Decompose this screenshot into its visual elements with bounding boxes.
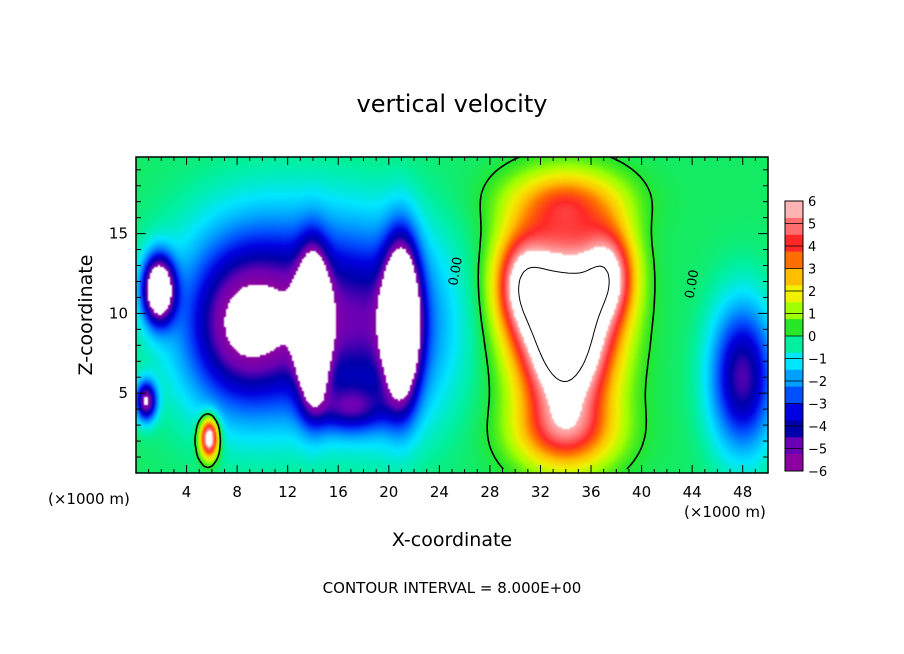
contour-lines [194, 157, 656, 470]
colorbar-label: −6 [808, 465, 827, 480]
contour-label: 0.00 [683, 269, 703, 300]
colorbar-band [785, 285, 803, 303]
x-tick-label: 36 [581, 483, 600, 501]
plot-area [136, 157, 768, 473]
x-tick-label: 12 [278, 483, 297, 501]
colorbar-label: −4 [808, 420, 827, 435]
x-tick-label: 20 [379, 483, 398, 501]
contour-interval-note: CONTOUR INTERVAL = 8.000E+00 [323, 579, 582, 597]
colorbar-band [785, 251, 803, 269]
x-unit-right: (×1000 m) [684, 503, 766, 521]
x-tick-label: 4 [182, 483, 192, 501]
colorbar-label: 0 [808, 330, 816, 345]
y-tick-label: 10 [109, 304, 128, 322]
colorbar-label: −1 [808, 353, 827, 368]
colorbar-band [785, 352, 803, 371]
x-axis-label: X-coordinate [392, 529, 512, 551]
y-axis-label: Z-coordinate [75, 255, 97, 376]
colorbar-band [785, 454, 803, 472]
colorbar-band [785, 302, 803, 320]
x-tick-label: 8 [232, 483, 242, 501]
colorbar-band [785, 234, 803, 253]
x-tick-label: 24 [430, 483, 449, 501]
x-tick-label: 40 [632, 483, 651, 501]
colorbar-label: −5 [808, 443, 827, 458]
contour-positive [518, 265, 610, 383]
contour-label: 0.00 [446, 256, 466, 287]
colorbar-band [785, 437, 803, 455]
x-tick-label: 44 [683, 483, 702, 501]
x-tick-label: 48 [733, 483, 752, 501]
x-tick-label: 16 [329, 483, 348, 501]
y-tick-label: 5 [118, 384, 128, 402]
colorbar-band [785, 403, 803, 421]
x-tick-label: 32 [531, 483, 550, 501]
colorbar-band [785, 336, 803, 354]
colorbar-band [785, 386, 803, 404]
colorbar-label: 2 [808, 285, 816, 300]
colorbar-label: 3 [808, 263, 816, 278]
chart-title: vertical velocity [357, 90, 548, 118]
colorbar-band [785, 268, 803, 286]
y-tick-label: 15 [109, 225, 128, 243]
colorbar-band [785, 420, 803, 438]
colorbar-band [785, 369, 803, 388]
x-tick-label: 28 [480, 483, 499, 501]
colorbar-band [785, 201, 803, 219]
colorbar-label: 1 [808, 308, 816, 323]
colorbar-label: −2 [808, 375, 827, 390]
colorbar-band [785, 217, 803, 236]
x-unit-left: (×1000 m) [48, 490, 130, 508]
colorbar-label: 5 [808, 218, 816, 233]
colorbar-label: 6 [808, 195, 816, 210]
colorbar-label: 4 [808, 240, 816, 255]
velocity-field [136, 157, 768, 473]
colorbar-band [785, 319, 803, 337]
contour-zero [194, 157, 656, 470]
colorbar: 6 5 4 3 2 1 0 −1 −2 −3 −4 −5 −6 [784, 195, 827, 480]
colorbar-label: −3 [808, 398, 827, 413]
